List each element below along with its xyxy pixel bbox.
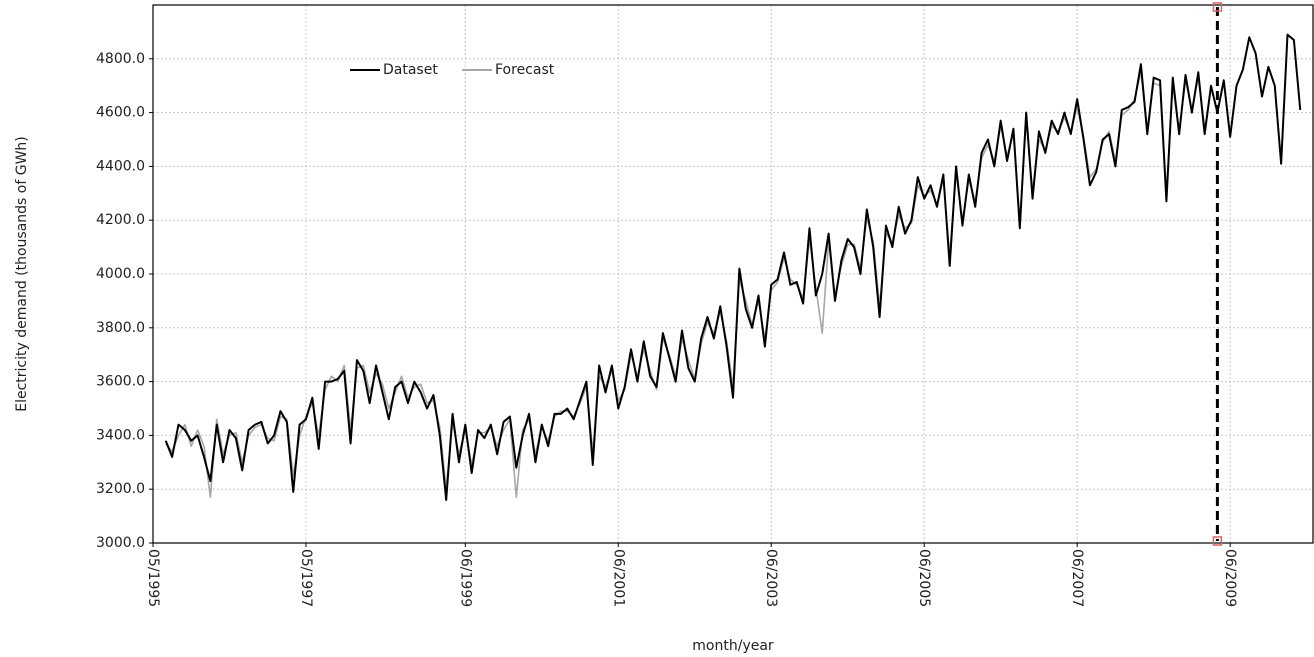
- y-tick-label: 4000.0: [96, 266, 145, 282]
- y-tick-label: 3400.0: [96, 427, 145, 443]
- plot-frame: [152, 4, 1314, 544]
- x-tick-label: 06/1999: [457, 549, 473, 607]
- x-tick-label: 06/2001: [610, 549, 626, 607]
- y-axis-label: Electricity demand (thousands of GWh): [14, 136, 30, 412]
- x-tick-label: 05/1997: [298, 549, 314, 607]
- divider-handle: [1212, 2, 1223, 12]
- legend-label: Dataset: [383, 62, 438, 78]
- x-axis-label: month/year: [692, 638, 774, 654]
- x-tick-label: 06/2005: [916, 549, 932, 607]
- legend-label: Forecast: [495, 62, 555, 78]
- y-tick-label: 3800.0: [96, 320, 145, 336]
- series-line: [165, 71, 1219, 499]
- divider-handle: [1212, 536, 1223, 546]
- series-line: [164, 33, 1302, 501]
- x-tick-label: 06/2009: [1222, 549, 1238, 607]
- y-tick-label: 4200.0: [96, 212, 145, 228]
- y-tick-label: 4600.0: [96, 105, 145, 121]
- y-tick-label: 3200.0: [96, 481, 145, 497]
- x-tick-label: 05/1995: [145, 549, 161, 607]
- y-tick-label: 3600.0: [96, 374, 145, 390]
- x-tick-label: 06/2007: [1069, 549, 1085, 607]
- y-tick-label: 3000.0: [96, 535, 145, 551]
- y-tick-label: 4800.0: [96, 51, 145, 67]
- x-tick-label: 06/2003: [763, 549, 779, 607]
- y-tick-label: 4400.0: [96, 158, 145, 174]
